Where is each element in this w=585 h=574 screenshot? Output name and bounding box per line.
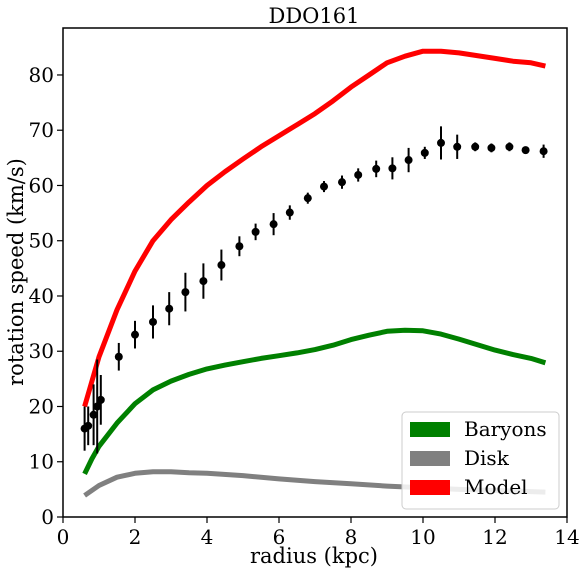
x-tick-label: 10: [410, 525, 435, 549]
data-point: [320, 182, 328, 191]
data-point: [199, 277, 208, 286]
x-tick-label: 8: [345, 525, 358, 549]
data-point: [420, 148, 429, 157]
y-tick-label: 30: [29, 339, 54, 363]
data-point: [114, 352, 123, 361]
legend-swatch-disk: [410, 451, 450, 466]
x-tick-label: 4: [201, 525, 214, 549]
data-point: [84, 421, 93, 430]
data-point: [354, 170, 363, 179]
y-axis-label: rotation speed (km/s): [4, 158, 28, 386]
data-point: [285, 208, 294, 217]
data-point: [539, 147, 548, 156]
data-point: [149, 317, 157, 326]
data-point: [251, 227, 260, 236]
series-line-baryons: [82, 327, 547, 475]
series-line-model: [82, 48, 546, 408]
data-point: [93, 402, 102, 411]
data-point: [165, 304, 174, 313]
legend-swatch-model: [410, 480, 450, 495]
y-tick-label: 10: [29, 450, 54, 474]
y-tick-label: 80: [29, 63, 54, 87]
y-tick-label: 0: [41, 505, 54, 529]
y-tick-label: 60: [29, 173, 54, 197]
y-tick-label: 20: [29, 394, 54, 418]
data-point: [521, 146, 530, 155]
legend-swatch-baryons: [410, 422, 450, 437]
plot-frame: [62, 27, 568, 518]
y-tick-label: 40: [29, 284, 54, 308]
data-point: [89, 410, 98, 419]
plot-content: [80, 48, 548, 498]
x-tick-label: 6: [273, 525, 286, 549]
x-axis-label: radius (kpc): [250, 544, 378, 568]
data-point: [404, 156, 413, 165]
data-point: [269, 220, 278, 229]
x-tick-label: 12: [482, 525, 507, 549]
data-point: [388, 164, 397, 173]
data-point: [217, 261, 226, 270]
axis-ticks: 0 2 4 6 8 10 12 14 0 10 20 30 40 50 60 70 80: [29, 63, 580, 549]
legend-label-model: Model: [464, 475, 528, 499]
data-point: [96, 395, 105, 404]
data-point: [437, 138, 445, 147]
data-point: [471, 142, 480, 151]
data-point: [131, 330, 139, 339]
y-tick-label: 70: [29, 118, 54, 142]
data-point: [487, 143, 496, 152]
y-tick-label: 50: [29, 229, 54, 253]
legend-label-baryons: Baryons: [464, 417, 547, 441]
x-tick-label: 0: [57, 525, 70, 549]
data-point: [181, 288, 190, 297]
chart-title: DDO161: [269, 4, 360, 28]
legend-label-disk: Disk: [464, 446, 510, 470]
x-tick-label: 14: [554, 525, 579, 549]
legend: Baryons Disk Model: [401, 411, 560, 510]
data-point: [505, 142, 514, 151]
data-point: [338, 178, 346, 187]
x-tick-label: 2: [129, 525, 142, 549]
data-point: [303, 194, 312, 203]
data-point: [453, 142, 462, 151]
data-point: [372, 164, 381, 173]
data-point: [235, 242, 244, 251]
